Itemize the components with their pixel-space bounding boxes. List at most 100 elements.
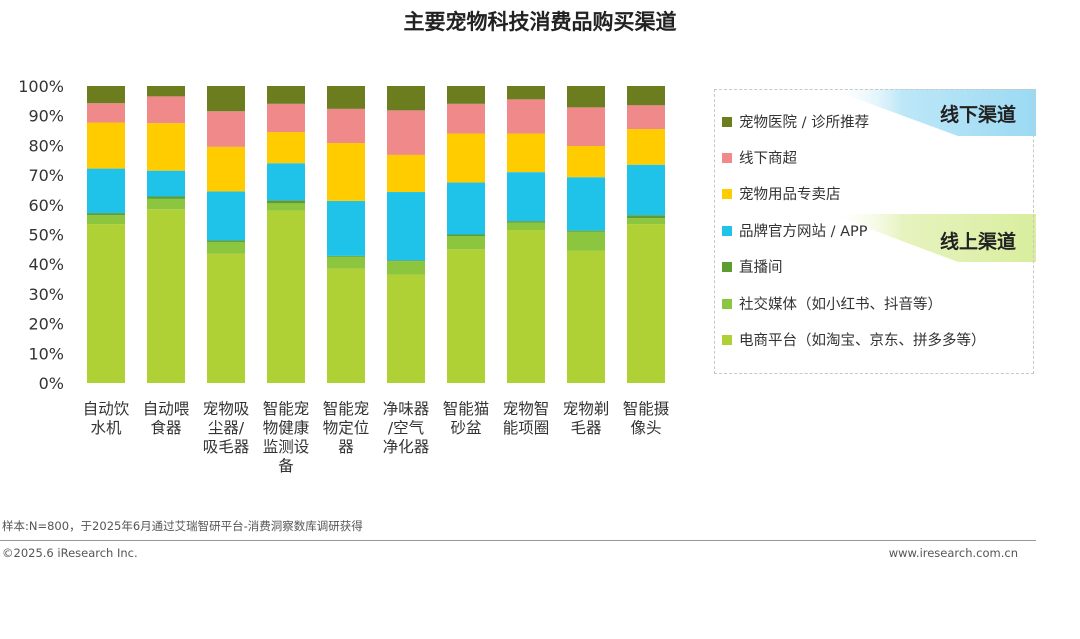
x-tick-label: 宠物剃 [563, 400, 610, 418]
bar-segment [327, 108, 365, 144]
bar-segment [147, 123, 185, 171]
legend-swatch [722, 299, 732, 309]
legend-label: 社交媒体（如小红书、抖音等） [739, 297, 942, 313]
legend-swatch [722, 117, 732, 127]
legend-label: 宠物医院 / 诊所推荐 [739, 115, 870, 131]
bar-segment [147, 86, 185, 97]
bar-segment [447, 133, 485, 183]
bar-segment [507, 172, 545, 222]
bar-segment [627, 164, 665, 216]
bar-segment [87, 86, 125, 104]
bar-segment [627, 218, 665, 225]
y-tick-label: 40% [28, 255, 64, 274]
y-tick-label: 70% [28, 166, 64, 185]
legend-label: 品牌官方网站 / APP [739, 224, 868, 240]
bar-segment [447, 86, 485, 104]
bar-segment [87, 103, 125, 123]
x-tick-label: 备 [278, 457, 294, 475]
y-tick-label: 90% [28, 107, 64, 126]
bar-segment [87, 224, 125, 383]
x-tick-label: 器 [338, 438, 354, 456]
y-tick-label: 80% [28, 136, 64, 155]
bar-segment [267, 163, 305, 201]
bar-segment [567, 250, 605, 383]
x-tick-label: 吸毛器 [203, 438, 250, 456]
legend-group-offline: 线下渠道 [940, 104, 1017, 126]
x-tick-label: 物定位 [323, 419, 370, 437]
copyright: ©2025.6 iResearch Inc. [2, 546, 138, 560]
x-tick-label: /空气 [388, 419, 424, 437]
legend-label: 宠物用品专卖店 [739, 187, 841, 203]
online-banner [830, 214, 1036, 262]
x-tick-label: 砂盆 [450, 419, 482, 437]
bar-segment [87, 168, 125, 214]
x-tick-label: 智能摄 [623, 400, 670, 418]
bar-segment [387, 260, 425, 262]
y-tick-label: 10% [28, 344, 64, 363]
bar-segment [507, 221, 545, 223]
bar-segment [447, 103, 485, 134]
bar-segment [627, 86, 665, 106]
bar-segment [207, 253, 245, 383]
source-note: 样本:N=800，于2025年6月通过艾瑞智研平台-消费洞察数库调研获得 [2, 519, 363, 533]
legend-swatch [722, 189, 732, 199]
x-tick-label: 食器 [150, 419, 182, 437]
bar-segment [147, 196, 185, 199]
bar-segment [507, 86, 545, 100]
legend-swatch [722, 153, 732, 163]
y-tick-label: 60% [28, 196, 64, 215]
bar-segment [207, 146, 245, 192]
legend-item: 社交媒体（如小红书、抖音等） [722, 294, 942, 316]
bar-segment [447, 234, 485, 236]
legend-item: 宠物医院 / 诊所推荐 [722, 112, 869, 134]
y-tick-label: 50% [28, 226, 64, 245]
bar-segment [627, 224, 665, 383]
bar-segment [87, 122, 125, 169]
y-tick-label: 30% [28, 285, 64, 304]
bar-segment [387, 261, 425, 275]
x-tick-label: 智能猫 [443, 400, 490, 418]
legend-box [714, 89, 1034, 374]
bar-segment [147, 198, 185, 210]
bar-segment [447, 235, 485, 250]
x-tick-label: 毛器 [570, 419, 602, 437]
bar-segment [567, 86, 605, 108]
bar-segment [207, 111, 245, 147]
x-tick-label: 能项圈 [503, 419, 550, 437]
y-tick-label: 100% [18, 77, 64, 96]
x-tick-label: 自动饮 [83, 400, 130, 418]
bar-segment [327, 86, 365, 109]
footer-divider [0, 540, 1036, 541]
legend-label: 线下商超 [739, 151, 797, 167]
legend-swatch [722, 226, 732, 236]
bar-segment [507, 222, 545, 231]
bar-segment [447, 182, 485, 235]
x-tick-label: 水机 [90, 419, 122, 437]
bar-segment [627, 129, 665, 165]
chart-title: 主要宠物科技消费品购买渠道 [403, 10, 677, 34]
bar-segment [627, 105, 665, 130]
x-tick-label: 智能宠 [323, 400, 370, 418]
bar-segment [327, 255, 365, 257]
bar-segment [567, 231, 605, 251]
bar-segment [327, 200, 365, 256]
bar-segment [447, 249, 485, 383]
x-tick-label: 监测设 [263, 438, 310, 456]
bar-segment [327, 268, 365, 383]
bar-segment [207, 240, 245, 242]
bar-segment [267, 200, 305, 204]
bar-segment [267, 203, 305, 211]
bar-segment [567, 145, 605, 178]
bar-segment [147, 209, 185, 383]
legend-label: 直播间 [739, 260, 783, 276]
bar-segment [207, 86, 245, 112]
legend-item: 电商平台（如淘宝、京东、拼多多等） [722, 330, 986, 352]
bar-segment [267, 103, 305, 133]
bar-segment [507, 99, 545, 134]
legend-item: 宠物用品专卖店 [722, 184, 841, 206]
bar-segment [387, 192, 425, 261]
bar-segment [87, 215, 125, 225]
website-url: www.iresearch.com.cn [888, 546, 1018, 560]
bar-segment [507, 230, 545, 383]
x-tick-label: 物健康 [263, 419, 310, 437]
